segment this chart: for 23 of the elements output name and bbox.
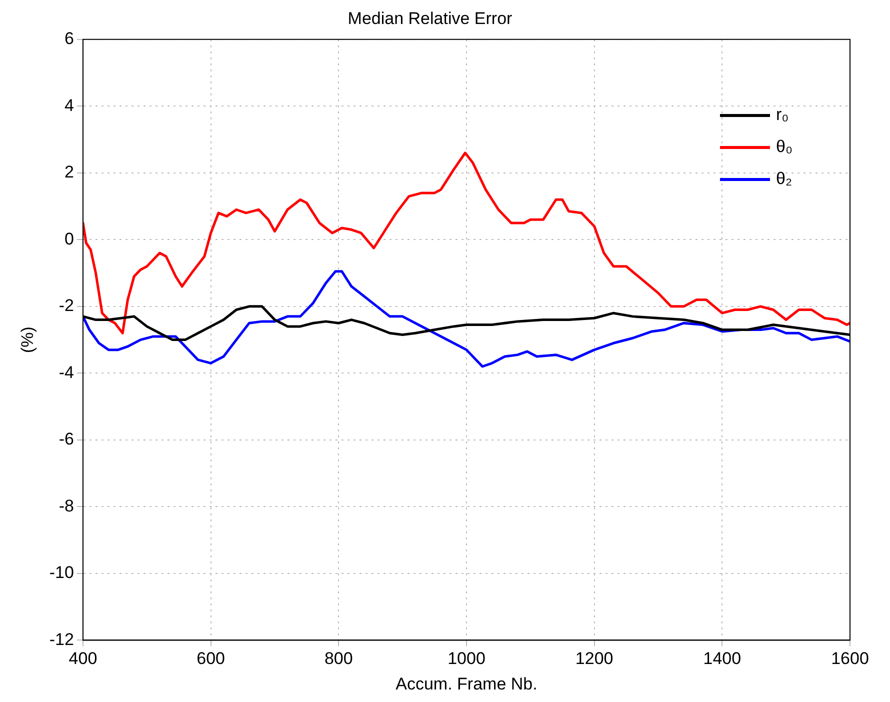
chart-title: Median Relative Error (348, 8, 513, 28)
y-tick-label: 0 (64, 229, 74, 248)
x-tick-label: 1600 (831, 649, 869, 668)
y-tick-label: 6 (64, 29, 74, 48)
x-tick-label: 800 (324, 649, 353, 668)
x-tick-label: 400 (68, 649, 98, 668)
x-tick-label: 1200 (575, 649, 614, 668)
y-tick-label: -10 (49, 563, 74, 582)
x-axis-title: Accum. Frame Nb. (396, 674, 538, 694)
y-tick-label: 2 (64, 162, 74, 182)
y-tick-label: -2 (58, 296, 74, 316)
y-tick-label: 4 (64, 96, 74, 115)
y-tick-label: -12 (49, 630, 74, 649)
y-tick-label: -8 (58, 496, 74, 516)
x-tick-label: 1000 (448, 649, 486, 668)
x-tick-label: 1400 (703, 649, 742, 668)
legend-label: θ₂ (776, 168, 792, 190)
legend-label: r₀ (776, 104, 789, 126)
x-tick-label: 600 (196, 649, 225, 668)
legend-label: θ₀ (776, 136, 793, 158)
y-axis-title: (%) (18, 326, 37, 354)
y-tick-label: -4 (58, 362, 74, 382)
y-tick-label: -6 (58, 430, 74, 449)
